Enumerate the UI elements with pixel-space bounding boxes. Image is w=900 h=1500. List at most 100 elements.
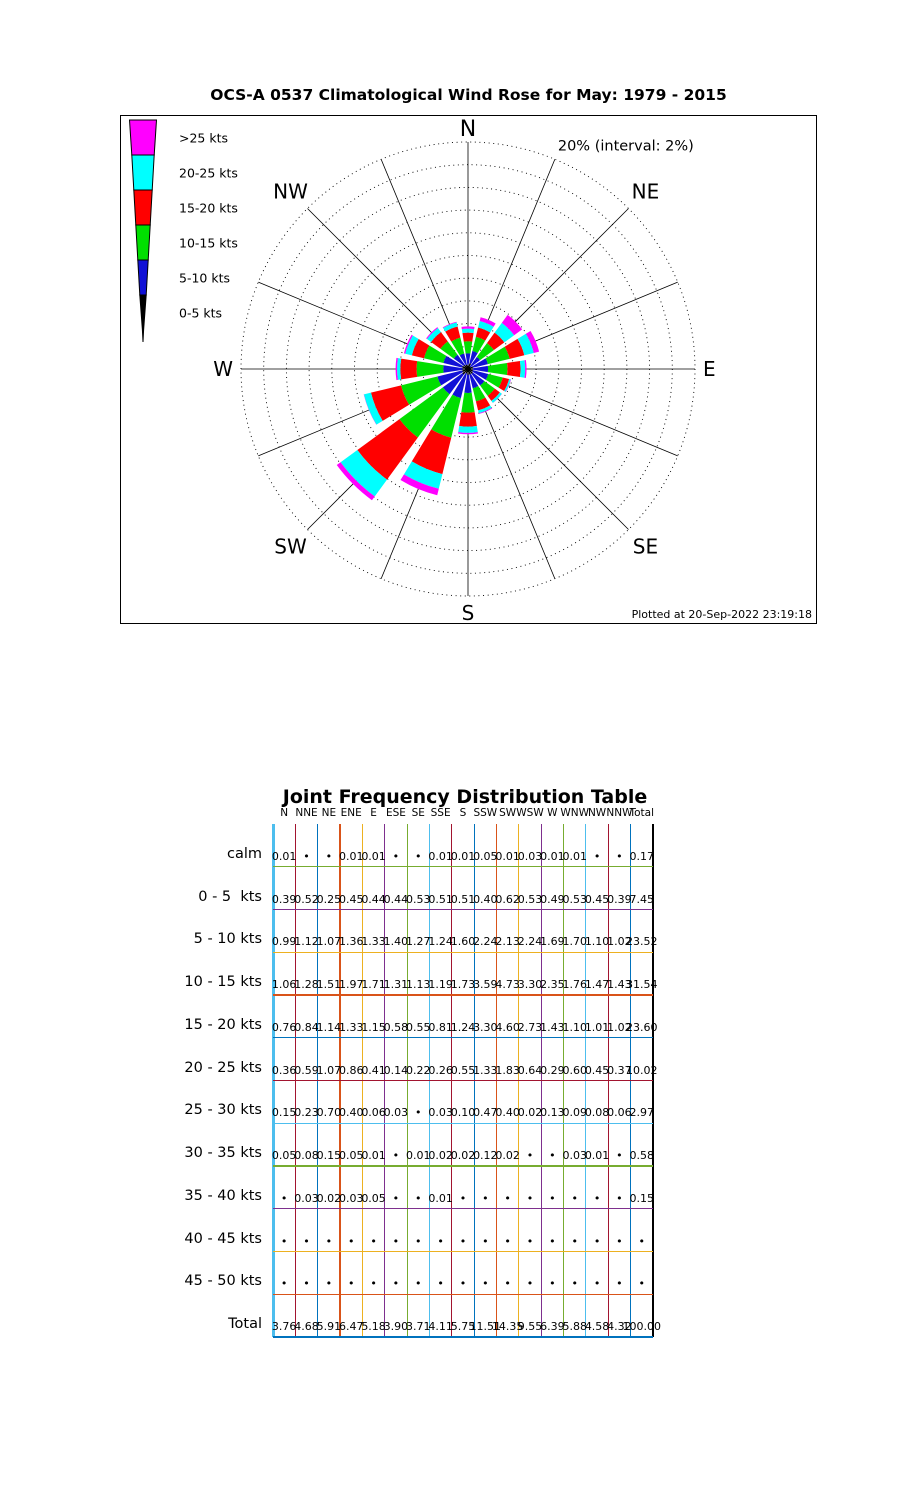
- table-cell: •: [303, 849, 310, 863]
- wind-petal-W: [443, 365, 463, 373]
- table-cell: •: [437, 1277, 444, 1291]
- table-cell: 0.40: [495, 1106, 520, 1120]
- table-cell: 23.52: [626, 935, 658, 949]
- table-grid-hline: [273, 951, 653, 953]
- table-cell: 0.86: [338, 1063, 364, 1077]
- compass-label-NE: NE: [632, 180, 660, 204]
- table-cell: 0.39: [271, 892, 297, 906]
- table-col-header: NE: [321, 807, 337, 819]
- table-cell: •: [280, 1234, 288, 1248]
- wind-petal-WNW: [405, 335, 419, 356]
- table-col-header: WSW: [516, 807, 544, 819]
- wind-petal-SSE: [478, 405, 492, 414]
- wind-petal-S: [458, 432, 478, 435]
- table-cell: 0.45: [338, 892, 364, 906]
- table-cell: 0.01: [271, 849, 297, 863]
- table-cell: 0.41: [361, 1063, 386, 1077]
- wind-petal-E: [507, 360, 521, 378]
- table-cell: •: [370, 1277, 377, 1291]
- table-cell: 5.18: [361, 1320, 386, 1333]
- table-cell: 0.44: [383, 892, 409, 906]
- table-cell: 1.15: [361, 1020, 386, 1034]
- wind-petal-ESE: [485, 373, 503, 388]
- table-col-header: S: [459, 807, 467, 819]
- wind-petal-NNW: [451, 337, 465, 356]
- table-cell: 0.62: [495, 892, 520, 906]
- table-cell: 1.28: [294, 978, 319, 991]
- table-grid-hline: [273, 1037, 653, 1039]
- wind-petal-ENE: [485, 346, 510, 365]
- wind-petal-NE: [494, 322, 515, 343]
- table-cell: 31.54: [626, 978, 658, 991]
- table-cell: 5.75: [450, 1320, 476, 1333]
- table-grid-hline: [273, 1165, 653, 1167]
- table-cell: 1.36: [338, 935, 364, 949]
- table-cell: 4.11: [428, 1320, 453, 1333]
- wind-petal-ENE: [517, 333, 534, 356]
- table-cell: 0.01: [562, 849, 587, 863]
- table-cell: •: [549, 1191, 556, 1205]
- table-col-header: ENE: [340, 807, 362, 819]
- wind-rose-plot-area: N S E W NE SE SW NW 20% (interval: 2%) >25 kts 20-…: [120, 115, 817, 625]
- table-cell: 1.60: [450, 935, 476, 949]
- table-cell: 1.14: [316, 1020, 342, 1034]
- table-cell: 1.01: [584, 1020, 610, 1034]
- table-cell: 2.24: [473, 935, 498, 949]
- wind-petal-NE: [486, 332, 505, 351]
- compass-label-SE: SE: [633, 534, 658, 558]
- table-col-header: N: [280, 807, 289, 819]
- compass-label-N: N: [460, 117, 476, 142]
- wind-petal-N: [463, 341, 473, 354]
- table-cell: 0.12: [473, 1149, 498, 1162]
- table-row-label: 35 - 40 kts: [184, 1187, 262, 1204]
- wind-petal-NNE: [472, 336, 486, 354]
- table-cell: 0.03: [294, 1191, 319, 1205]
- table-col-header: NW: [587, 807, 607, 819]
- table-cell: •: [392, 849, 400, 863]
- wind-petal-N: [461, 328, 475, 334]
- table-col-header: NNW: [606, 807, 633, 819]
- plot-timestamp: Plotted at 20-Sep-2022 23:19:18: [631, 608, 812, 621]
- table-cell: 1.07: [316, 935, 342, 949]
- compass-label-E: E: [703, 357, 716, 381]
- table-col-header: WNW: [560, 807, 590, 819]
- table-cell: 0.09: [562, 1106, 587, 1120]
- table-cell: 0.99: [271, 935, 297, 949]
- table-cell: 1.97: [338, 978, 364, 991]
- table-cell: •: [616, 1149, 623, 1162]
- table-cell: 1.27: [406, 935, 431, 949]
- table-cell: 0.53: [406, 892, 431, 906]
- table-cell: 23.60: [626, 1020, 658, 1034]
- table-row-label: 45 - 50 kts: [184, 1273, 262, 1290]
- table-cell: 1.10: [584, 935, 610, 949]
- table-cell: 0.03: [428, 1106, 453, 1120]
- wind-petal-NW: [426, 327, 438, 339]
- table-cell: 6.47: [338, 1320, 364, 1333]
- table-cell: •: [459, 1277, 467, 1291]
- wind-petal-NNE: [469, 350, 478, 364]
- table-cell: 1.51: [316, 978, 342, 991]
- table-cell: •: [325, 1234, 333, 1248]
- table-cell: 11.51: [469, 1320, 502, 1333]
- table-cell: 0.45: [584, 892, 610, 906]
- table-cell: 0.47: [473, 1106, 498, 1120]
- table-col-header: SSW: [473, 807, 498, 819]
- table-col-header: SSE: [430, 807, 451, 819]
- wind-petal-ESE: [504, 379, 511, 392]
- table-cell: 0.08: [584, 1106, 610, 1120]
- table-cell: 4.68: [294, 1320, 319, 1333]
- table-cell: 0.49: [540, 892, 565, 906]
- wind-petal-E: [524, 360, 527, 378]
- table-cell: 0.05: [271, 1149, 297, 1162]
- table-cell: 0.58: [629, 1149, 655, 1162]
- table-cell: •: [504, 1191, 511, 1205]
- table-cell: •: [593, 849, 601, 863]
- table-cell: •: [593, 1234, 601, 1248]
- table-cell: •: [392, 1277, 400, 1291]
- table-col-header: Total: [629, 807, 655, 819]
- table-row-label: 0 - 5 kts: [198, 888, 262, 905]
- wind-petal-SW: [340, 449, 388, 497]
- wind-petal-SSE: [478, 407, 492, 414]
- table-cell: 0.39: [607, 892, 632, 906]
